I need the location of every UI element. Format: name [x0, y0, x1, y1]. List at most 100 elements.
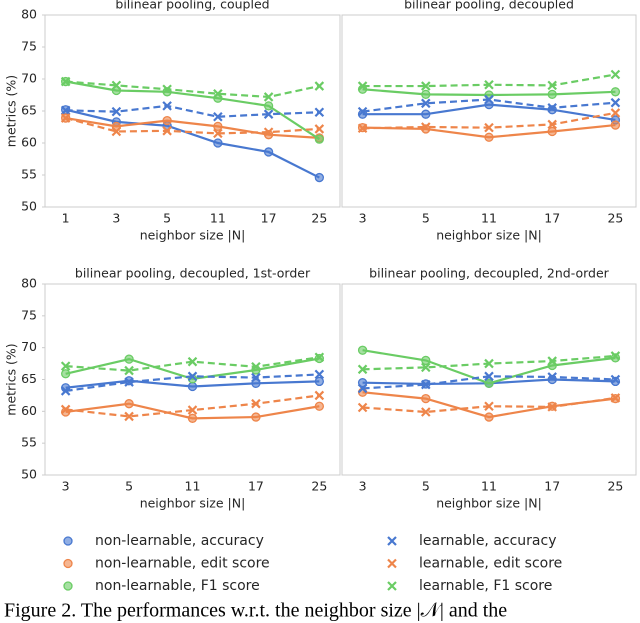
- y-tick-label: 80: [21, 7, 37, 22]
- marker-x: [547, 80, 557, 91]
- x-tick-label: 3: [62, 479, 70, 494]
- marker-x: [60, 113, 71, 123]
- y-tick-label: 60: [21, 135, 37, 150]
- marker-circle: [213, 138, 223, 148]
- x-tick-label: 1: [62, 211, 70, 226]
- x-tick-label: 25: [311, 211, 327, 226]
- marker-x: [421, 81, 431, 91]
- x-tick-label: 17: [544, 211, 560, 226]
- marker-circle: [263, 147, 274, 157]
- marker-x: [357, 106, 368, 117]
- marker-x: [162, 126, 172, 136]
- marker-x: [610, 351, 621, 361]
- marker-x: [60, 386, 71, 396]
- marker-x: [421, 362, 431, 373]
- y-axis-label: metrics (%): [4, 343, 19, 415]
- marker-x: [162, 101, 172, 111]
- marker-circle: [314, 401, 325, 411]
- marker-circle: [610, 87, 621, 97]
- marker-circle: [357, 345, 368, 355]
- plot-frame: [341, 283, 637, 476]
- marker-x: [60, 76, 71, 87]
- x-tick-label: 3: [359, 479, 367, 494]
- marker-circle: [251, 378, 261, 388]
- marker-x: [124, 365, 134, 376]
- x-axis-label: neighbor size |N|: [140, 228, 246, 243]
- marker-x: [162, 84, 172, 95]
- marker-circle: [421, 355, 431, 366]
- series-line: [65, 104, 320, 118]
- marker-circle: [421, 109, 431, 119]
- x-tick-label: 5: [125, 479, 133, 494]
- x-tick-label: 5: [422, 479, 430, 494]
- marker-x: [547, 402, 557, 412]
- x-tick-label: 11: [210, 211, 226, 226]
- marker-circle: [547, 126, 557, 137]
- x-tick-label: 11: [481, 479, 497, 494]
- x-axis-label: neighbor size |N|: [140, 496, 246, 511]
- plot-frame: [341, 14, 637, 208]
- marker-x: [187, 371, 198, 382]
- y-tick-label: 50: [21, 199, 37, 214]
- marker-x: [484, 94, 494, 105]
- marker-circle: [484, 412, 494, 422]
- x-tick-label: 17: [544, 479, 560, 494]
- marker-x: [357, 383, 368, 394]
- legend-label: non-learnable, accuracy: [95, 533, 264, 549]
- marker-x: [610, 108, 621, 118]
- marker-x: [357, 123, 368, 134]
- legend-label: non-learnable, edit score: [95, 556, 270, 572]
- marker-x: [314, 352, 325, 362]
- marker-circle: [124, 399, 134, 409]
- marker-x: [187, 356, 198, 367]
- y-tick-label: 65: [21, 371, 37, 386]
- marker-x: [60, 361, 71, 371]
- marker-x: [357, 402, 368, 413]
- marker-x: [421, 98, 431, 109]
- marker-x: [387, 558, 397, 569]
- marker-x: [60, 105, 71, 116]
- y-tick-label: 75: [21, 39, 37, 54]
- x-tick-label: 25: [607, 479, 623, 494]
- marker-circle: [213, 121, 223, 132]
- marker-x: [610, 393, 621, 403]
- marker-x: [263, 92, 274, 102]
- marker-x: [314, 81, 325, 91]
- caption: Figure 2. The performances w.r.t. the ne…: [4, 600, 507, 622]
- marker-x: [124, 377, 134, 387]
- marker-x: [421, 122, 431, 132]
- x-axis-label: neighbor size |N|: [436, 496, 542, 511]
- series-line: [65, 108, 320, 179]
- marker-circle: [610, 353, 621, 363]
- series-line: [65, 80, 320, 99]
- x-tick-label: 5: [163, 211, 171, 226]
- marker-x: [60, 404, 71, 415]
- marker-x: [387, 581, 397, 591]
- marker-x: [314, 124, 325, 134]
- marker-x: [213, 128, 223, 139]
- marker-x: [187, 405, 198, 415]
- x-tick-label: 25: [607, 211, 623, 226]
- marker-circle: [547, 89, 557, 100]
- marker-x: [547, 119, 557, 130]
- plot-title: bilinear pooling, decoupled, 1st-order: [75, 266, 311, 281]
- series-line: [65, 80, 320, 141]
- legend-label: non-learnable, F1 score: [95, 578, 260, 594]
- marker-x: [547, 372, 557, 382]
- marker-x: [421, 379, 431, 390]
- marker-circle: [484, 132, 494, 142]
- marker-x: [263, 109, 274, 119]
- marker-x: [610, 374, 621, 385]
- x-tick-label: 25: [311, 479, 327, 494]
- y-axis-label: metrics (%): [4, 75, 19, 147]
- y-tick-label: 70: [21, 71, 37, 86]
- marker-x: [213, 111, 223, 122]
- marker-x: [357, 81, 368, 91]
- x-tick-label: 17: [261, 211, 277, 226]
- marker-x: [111, 80, 122, 91]
- marker-x: [213, 88, 223, 99]
- x-tick-label: 3: [112, 211, 120, 226]
- marker-x: [314, 390, 325, 401]
- marker-circle: [610, 120, 621, 130]
- plot-title: bilinear pooling, coupled: [115, 0, 269, 12]
